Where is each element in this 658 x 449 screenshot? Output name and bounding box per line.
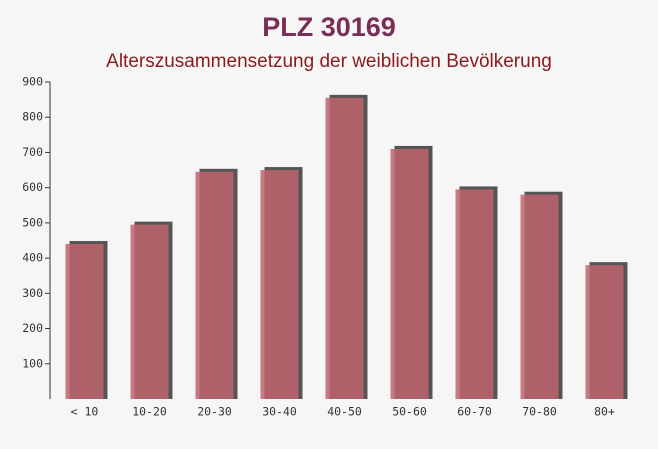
bar (585, 265, 624, 399)
y-tick-label: 400 (22, 251, 43, 265)
x-tick-label: < 10 (71, 405, 99, 419)
bar (325, 97, 364, 399)
bar (390, 148, 429, 399)
x-tick-label: 30-40 (262, 405, 297, 419)
y-tick-label: 900 (22, 75, 43, 89)
bar (260, 170, 299, 399)
bar (455, 189, 494, 399)
x-tick-label: 60-70 (457, 405, 492, 419)
y-tick-label: 800 (22, 110, 43, 124)
bar (195, 171, 234, 399)
x-tick-label: 50-60 (392, 405, 427, 419)
y-tick-label: 100 (22, 356, 43, 370)
bar (520, 194, 559, 399)
y-tick-label: 500 (22, 215, 43, 229)
y-tick-label: 300 (22, 286, 43, 300)
bar (65, 244, 104, 399)
x-tick-label: 20-30 (197, 405, 232, 419)
chart-title: PLZ 30169 (262, 12, 396, 42)
bar (130, 224, 169, 399)
x-tick-label: 80+ (594, 405, 615, 419)
x-tick-label: 10-20 (132, 405, 167, 419)
y-tick-label: 600 (22, 180, 43, 194)
y-tick-label: 700 (22, 145, 43, 159)
y-tick-label: 200 (22, 321, 43, 335)
chart-subtitle: Alterszusammensetzung der weiblichen Bev… (106, 51, 552, 72)
x-tick-label: 70-80 (522, 405, 557, 419)
x-tick-label: 40-50 (327, 405, 362, 419)
